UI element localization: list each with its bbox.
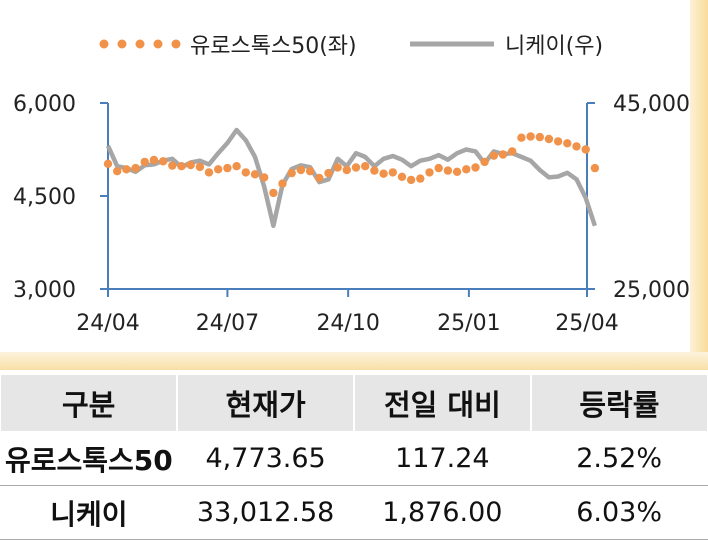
data-point-eurostoxx <box>177 162 186 171</box>
data-point-eurostoxx <box>544 134 554 144</box>
data-point-eurostoxx <box>480 157 489 167</box>
legend-label-nikkei: 니케이(우) <box>505 34 603 59</box>
data-point-eurostoxx <box>324 168 333 178</box>
row-rate: 2.52% <box>530 431 708 486</box>
data-point-eurostoxx <box>241 168 250 177</box>
row-change: 117.24 <box>353 431 532 486</box>
header-change: 전일 대비 <box>353 374 532 432</box>
table-row: 니케이 33,012.58 1,876.00 6.03% <box>0 485 708 540</box>
data-point-eurostoxx <box>498 150 508 159</box>
data-point-eurostoxx <box>535 132 544 142</box>
table-header-row: 구분 현재가 전일 대비 등락률 <box>0 374 708 432</box>
data-point-eurostoxx <box>508 147 517 156</box>
left-y-tick-label: 6,000 <box>13 92 76 117</box>
data-point-eurostoxx <box>168 161 177 170</box>
data-point-eurostoxx <box>406 175 416 185</box>
series-line-nikkei <box>105 127 598 229</box>
data-point-eurostoxx <box>140 157 149 167</box>
data-point-eurostoxx <box>489 151 498 160</box>
left-y-tick-label: 3,000 <box>13 278 76 303</box>
data-point-eurostoxx <box>315 173 324 183</box>
left-y-tick-label: 4,500 <box>13 185 76 210</box>
data-point-eurostoxx <box>581 145 590 154</box>
data-point-eurostoxx <box>232 162 241 171</box>
data-point-eurostoxx <box>186 160 195 170</box>
decorative-border-right <box>690 0 708 370</box>
x-ticks: 24/04 24/07 24/10 25/01 25/04 <box>76 289 619 336</box>
index-table: 구분 현재가 전일 대비 등락률 유로스톡스50 4,773.65 117.24… <box>0 374 708 540</box>
decorative-border-bottom <box>0 352 708 370</box>
right-y-tick-label: 25,000 <box>613 278 690 303</box>
row-price: 4,773.65 <box>176 431 355 486</box>
data-point-eurostoxx <box>260 173 269 182</box>
data-point-eurostoxx <box>296 165 306 175</box>
data-point-eurostoxx <box>416 174 425 183</box>
data-point-eurostoxx <box>590 163 600 173</box>
data-point-eurostoxx <box>278 179 287 188</box>
data-point-eurostoxx <box>462 165 471 174</box>
data-point-eurostoxx <box>388 168 397 177</box>
x-tick-label: 24/10 <box>316 311 379 336</box>
x-tick-label: 24/04 <box>76 311 139 336</box>
series-points-eurostoxx <box>103 132 600 198</box>
legend-marker-eurostoxx <box>99 39 181 49</box>
x-tick-label: 24/07 <box>196 311 259 336</box>
left-y-ticks: 3,000 4,500 6,000 <box>13 92 108 303</box>
data-point-eurostoxx <box>250 170 260 179</box>
x-tick-label: 25/01 <box>437 311 500 336</box>
right-y-ticks: 25,000 45,000 <box>587 92 690 303</box>
data-point-eurostoxx <box>425 168 434 177</box>
right-y-tick-label: 45,000 <box>613 92 690 117</box>
data-point-eurostoxx <box>397 172 407 181</box>
x-tick-label: 25/04 <box>555 311 618 336</box>
row-name: 유로스톡스50 <box>0 431 178 486</box>
data-point-eurostoxx <box>223 163 232 173</box>
data-point-eurostoxx <box>361 162 370 171</box>
data-point-eurostoxx <box>214 165 223 174</box>
data-point-eurostoxx <box>471 163 480 172</box>
data-point-eurostoxx <box>122 165 131 174</box>
data-point-eurostoxx <box>379 169 388 178</box>
data-point-eurostoxx <box>572 142 581 151</box>
data-point-eurostoxx <box>269 188 278 198</box>
data-point-eurostoxx <box>434 163 443 173</box>
data-point-eurostoxx <box>370 166 379 175</box>
table-row: 유로스톡스50 4,773.65 117.24 2.52% <box>0 431 708 486</box>
data-point-eurostoxx <box>553 137 563 146</box>
data-point-eurostoxx <box>158 157 168 166</box>
data-point-eurostoxx <box>103 159 113 168</box>
data-point-eurostoxx <box>287 168 296 178</box>
data-point-eurostoxx <box>195 162 205 172</box>
data-point-eurostoxx <box>342 165 351 175</box>
data-point-eurostoxx <box>443 166 453 175</box>
data-point-eurostoxx <box>131 163 140 173</box>
data-point-eurostoxx <box>351 163 361 172</box>
header-rate: 등락률 <box>529 374 708 432</box>
data-point-eurostoxx <box>563 139 572 148</box>
data-point-eurostoxx <box>113 167 122 176</box>
chart-legend: 유로스톡스50(좌) 니케이(우) <box>99 34 603 59</box>
legend-label-eurostoxx: 유로스톡스50(좌) <box>190 34 357 59</box>
row-price: 33,012.58 <box>176 485 355 540</box>
data-point-eurostoxx <box>305 167 315 176</box>
data-point-eurostoxx <box>452 167 462 176</box>
row-rate: 6.03% <box>530 485 708 540</box>
header-category: 구분 <box>0 374 178 432</box>
data-point-eurostoxx <box>333 163 342 172</box>
data-point-eurostoxx <box>517 133 526 142</box>
line-chart: 유로스톡스50(좌) 니케이(우) 3,000 4,500 6,000 25,000… <box>13 34 690 336</box>
data-point-eurostoxx <box>204 168 214 177</box>
header-price: 현재가 <box>176 374 355 432</box>
row-name: 니케이 <box>0 485 178 540</box>
row-change: 1,876.00 <box>353 485 532 540</box>
data-point-eurostoxx <box>149 155 159 165</box>
data-point-eurostoxx <box>526 132 535 141</box>
